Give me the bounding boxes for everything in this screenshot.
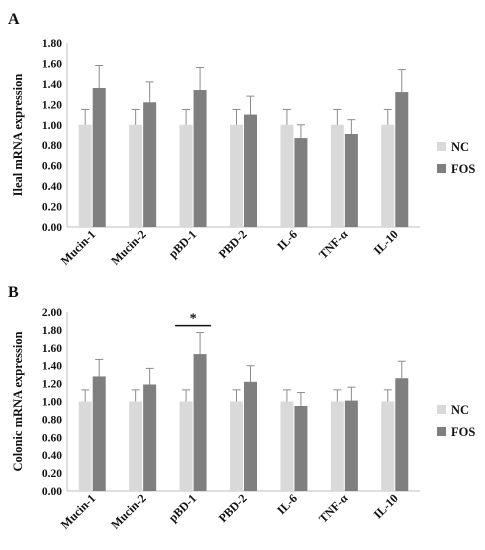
y-tick-label: 1.80 xyxy=(42,325,62,337)
chart-panel-a: A Ileal mRNA expression 0.00 0.20 0.40 0.60 0.… xyxy=(8,11,475,268)
bar-nc xyxy=(230,401,243,491)
x-tick-label: pBD-1 xyxy=(166,491,199,524)
y-tick-label: 2.00 xyxy=(42,307,62,319)
y-tick-label: 1.40 xyxy=(42,361,62,373)
bar-fos xyxy=(344,133,358,227)
y-tick-label: 0.60 xyxy=(42,432,62,444)
y-tick-label: 1.00 xyxy=(42,397,62,409)
bar-nc xyxy=(330,401,344,491)
y-tick-label: 0.40 xyxy=(42,450,62,462)
panel-letter: A xyxy=(8,11,20,28)
y-tick-label: 1.60 xyxy=(42,58,62,70)
y-tick-label: 0.80 xyxy=(42,414,62,426)
y-axis-title: Colonic mRNA expression xyxy=(11,331,25,471)
legend-swatch-nc xyxy=(437,405,446,414)
legend-label: FOS xyxy=(451,162,475,176)
legend-swatch-fos xyxy=(437,164,446,173)
bar-nc xyxy=(230,124,243,227)
x-tick-label: Mucin-2 xyxy=(108,491,149,532)
legend-label: NC xyxy=(451,140,469,154)
x-tick-label: TNF-α xyxy=(316,491,351,526)
y-tick-label: 1.80 xyxy=(42,38,62,50)
x-tick-label: Mucin-1 xyxy=(58,227,99,268)
y-tick-label: 1.00 xyxy=(42,120,62,132)
y-tick-label: 1.20 xyxy=(42,99,62,111)
bar-fos xyxy=(244,381,257,491)
bar-nc xyxy=(381,124,395,227)
legend-swatch-fos xyxy=(437,427,446,436)
bar-fos xyxy=(395,92,409,227)
bar-nc xyxy=(381,401,395,491)
legend-label: FOS xyxy=(451,425,475,439)
x-tick-label: Mucin-1 xyxy=(58,491,99,532)
y-tick-label: 1.40 xyxy=(42,79,62,91)
bar-fos xyxy=(92,376,106,491)
y-tick-label: 0.00 xyxy=(42,486,62,498)
x-tick-label: TNF-α xyxy=(316,227,351,262)
x-tick-label: IL-6 xyxy=(274,491,300,517)
y-axis-title: Ileal mRNA expression xyxy=(11,74,25,197)
bar-fos xyxy=(395,378,409,491)
y-tick-label: 0.40 xyxy=(42,181,62,193)
bar-fos xyxy=(244,114,257,227)
bar-fos xyxy=(294,138,308,227)
bar-nc xyxy=(280,124,294,227)
y-tick-label: 0.00 xyxy=(42,222,62,234)
bar-nc xyxy=(129,124,143,227)
chart-panel-b: B Colonic mRNA expression 0.00 0.20 0.40 0.60… xyxy=(8,284,475,532)
bar-fos xyxy=(344,400,358,491)
x-tick-label: pBD-1 xyxy=(166,227,199,260)
x-tick-label: Mucin-2 xyxy=(108,227,149,268)
bar-fos xyxy=(143,384,157,491)
y-tick-label: 0.20 xyxy=(42,202,62,214)
bar-nc xyxy=(78,124,92,227)
x-tick-label: IL-10 xyxy=(371,491,401,521)
x-tick-label: IL-6 xyxy=(274,227,300,253)
y-tick-label: 1.60 xyxy=(42,343,62,355)
bar-fos xyxy=(294,405,308,491)
y-tick-label: 0.60 xyxy=(42,161,62,173)
x-tick-label: IL-10 xyxy=(371,227,401,257)
y-tick-label: 0.80 xyxy=(42,140,62,152)
bar-nc xyxy=(129,401,143,491)
x-tick-label: PBD-2 xyxy=(216,227,250,261)
x-tick-label: PBD-2 xyxy=(216,491,250,525)
bar-nc xyxy=(179,124,193,227)
bar-fos xyxy=(193,354,207,491)
bar-nc xyxy=(179,401,193,491)
bar-fos xyxy=(193,90,207,228)
legend-label: NC xyxy=(451,403,469,417)
bar-nc xyxy=(78,401,92,491)
legend-swatch-nc xyxy=(437,142,446,151)
significance-label: * xyxy=(190,312,197,327)
y-tick-label: 1.20 xyxy=(42,379,62,391)
bar-fos xyxy=(92,87,106,227)
bar-fos xyxy=(143,102,157,227)
y-tick-label: 0.20 xyxy=(42,468,62,480)
bar-nc xyxy=(330,124,344,227)
panel-letter: B xyxy=(8,284,19,301)
bar-nc xyxy=(280,401,294,491)
